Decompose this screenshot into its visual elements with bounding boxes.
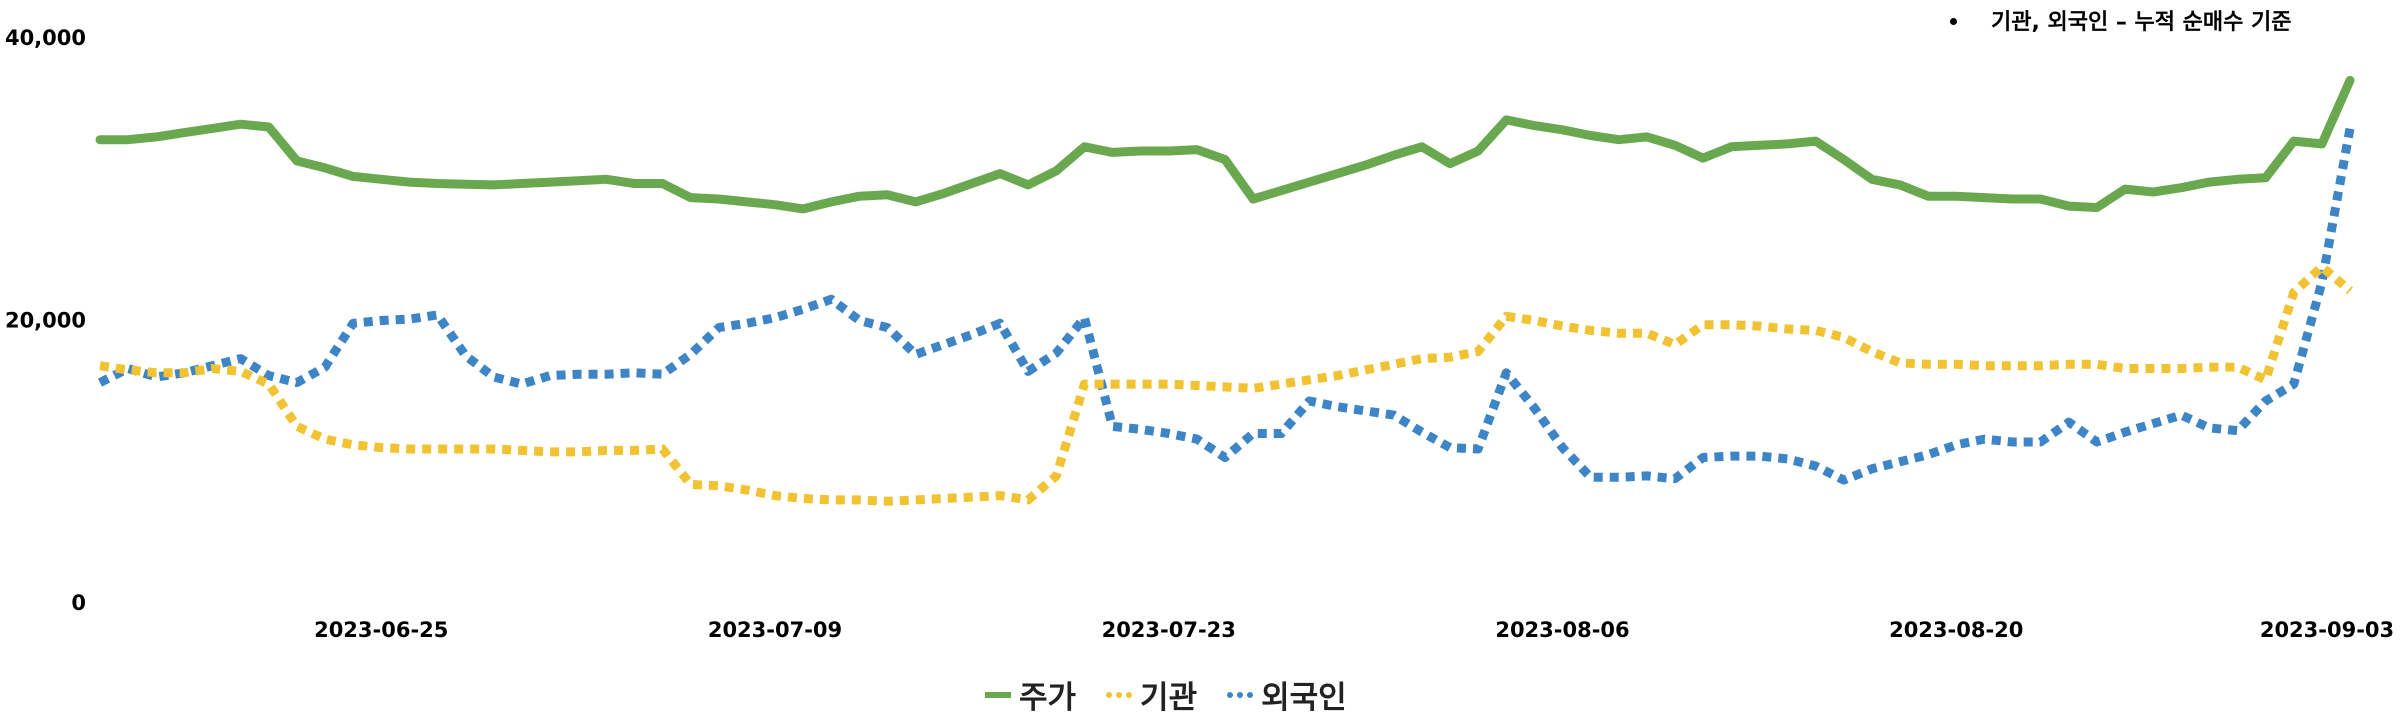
series-layer	[95, 75, 2355, 506]
legend-swatch-institution	[1106, 691, 1133, 698]
legend-item-institution: 기관	[1106, 672, 1197, 717]
legend-label-stock-price: 주가	[1019, 680, 1077, 716]
bullet-icon	[1950, 17, 1957, 25]
legend-item-foreigner: 외국인	[1227, 672, 1347, 717]
y-axis-ticks: 0 20,000 40,000	[5, 26, 86, 615]
y-tick-label: 0	[71, 591, 86, 615]
x-tick-label: 2023-07-09	[708, 618, 842, 642]
legend-label-foreigner: 외국인	[1261, 680, 1347, 716]
series-line-stock-price	[95, 75, 2355, 214]
y-tick-label: 40,000	[5, 26, 86, 50]
x-tick-label: 2023-06-25	[314, 618, 448, 642]
x-axis-ticks: 2023-06-25 2023-07-09 2023-07-23 2023-08-06…	[314, 618, 2394, 642]
legend-label-institution: 기관	[1140, 680, 1198, 716]
x-tick-label: 2023-08-20	[1889, 618, 2023, 642]
x-tick-label: 2023-09-03	[2260, 618, 2394, 642]
annotation-text: 기관, 외국인 – 누적 순매수 기준	[1991, 10, 2292, 35]
legend-swatch-foreigner	[1227, 691, 1254, 698]
legend-item-stock-price: 주가	[985, 672, 1076, 717]
x-tick-label: 2023-08-06	[1495, 618, 1629, 642]
chart-annotation: 기관, 외국인 – 누적 순매수 기준	[1950, 4, 2292, 36]
y-tick-label: 20,000	[5, 309, 86, 333]
chart-legend: 주가 기관 외국인	[985, 672, 1347, 717]
series-line-institution	[99, 262, 2353, 506]
legend-swatch-stock-price	[985, 691, 1011, 698]
x-tick-label: 2023-07-23	[1102, 618, 1236, 642]
series-line-foreigner	[97, 127, 2355, 485]
